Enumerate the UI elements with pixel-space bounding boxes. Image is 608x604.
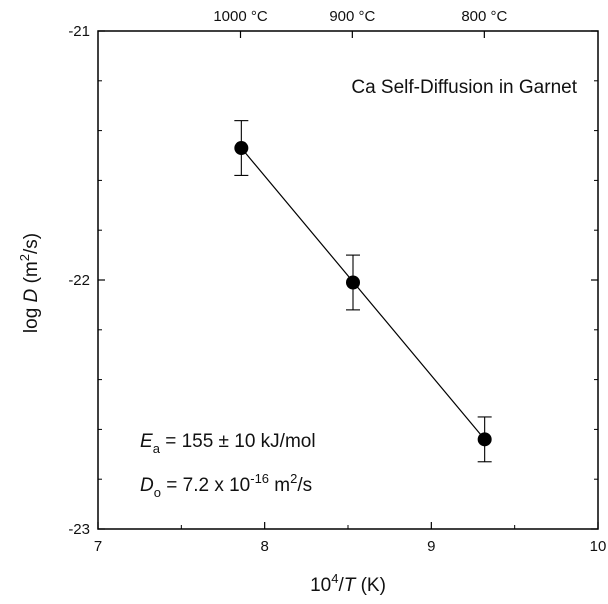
pre-exponential-annotation: Do = 7.2 x 10-16 m2/s — [140, 471, 312, 500]
y-tick-label: -22 — [68, 272, 90, 289]
axis-tick-labels: 7 8 9 10 -23 -22 -21 — [68, 23, 606, 555]
top-axis-ticks: 1000 °C 900 °C 800 °C — [213, 8, 508, 38]
data-point — [477, 432, 492, 447]
top-tick-label: 900 °C — [329, 8, 375, 25]
x-tick-label: 7 — [94, 538, 102, 555]
top-tick-label: 1000 °C — [213, 8, 268, 25]
data-points — [234, 141, 492, 447]
chart-title: Ca Self-Diffusion in Garnet — [351, 77, 577, 98]
x-axis-title: 104/T (K) — [310, 571, 386, 596]
y-axis-title: log D (m2/s) — [17, 233, 42, 333]
fit-line — [240, 147, 486, 440]
y-tick-label: -21 — [68, 23, 90, 40]
data-point — [346, 275, 360, 290]
x-tick-label: 9 — [427, 538, 435, 555]
data-point — [234, 141, 249, 156]
x-tick-label: 10 — [590, 538, 607, 555]
x-tick-label: 8 — [260, 538, 268, 555]
activation-energy-annotation: Ea = 155 ± 10 kJ/mol — [140, 431, 316, 456]
top-tick-label: 800 °C — [461, 8, 507, 25]
error-bars — [234, 120, 492, 463]
y-tick-label: -23 — [68, 521, 90, 538]
axis-ticks — [97, 30, 599, 530]
